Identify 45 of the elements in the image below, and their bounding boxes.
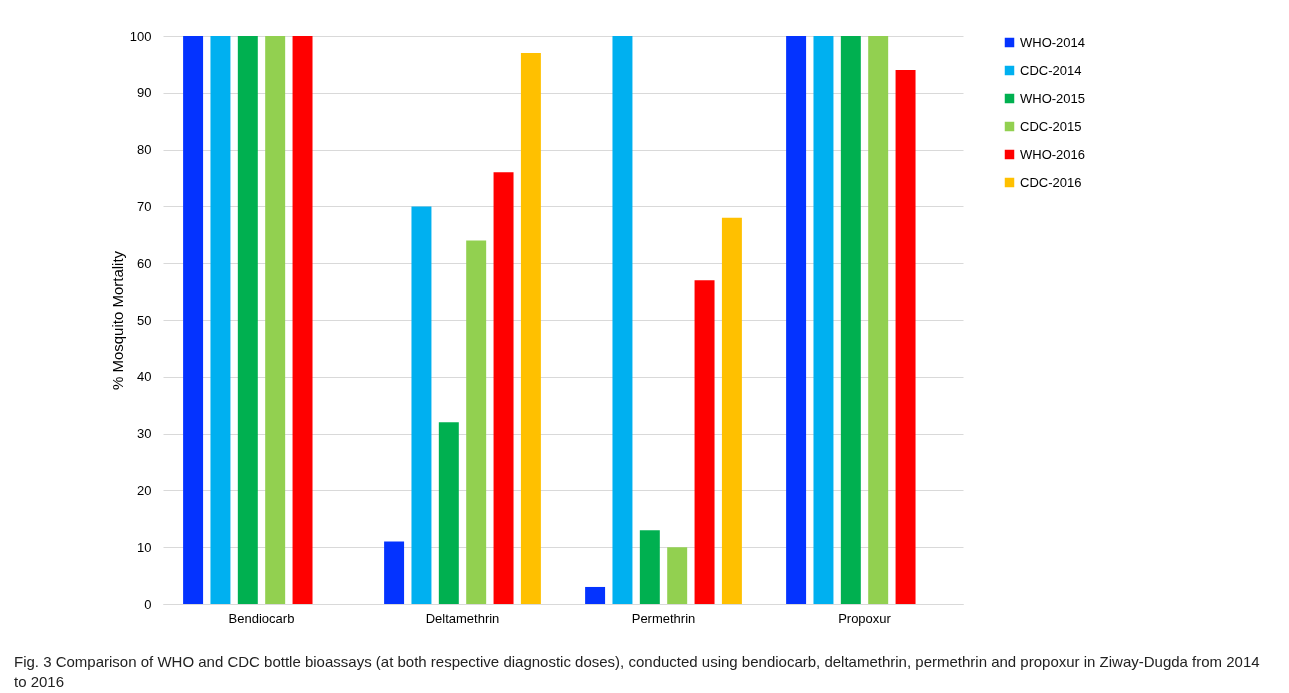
bar — [210, 36, 231, 604]
y-tick-label: 10 — [137, 539, 152, 555]
bar — [265, 36, 286, 604]
bar — [585, 586, 606, 604]
y-tick-label: 80 — [137, 142, 152, 158]
caption: Fig. 3 Comparison of WHO and CDC bottle bioassays (at both respective diagnostic doses), conducted using bendiocarb, deltamethrin, permethrin and propoxur in Ziway-Dugda from 2014 to 2016 — [14, 652, 1261, 692]
bar — [411, 206, 432, 604]
bar — [183, 36, 204, 604]
bar — [868, 36, 889, 604]
bar — [786, 36, 807, 604]
bar — [292, 36, 313, 604]
x-tick-label: Bendiocarb — [228, 610, 295, 626]
y-tick-label: 50 — [137, 312, 152, 328]
x-tick-label: Permethrin — [631, 610, 696, 626]
y-tick-label: 60 — [137, 255, 152, 271]
legend-label: CDC-2014 — [1020, 62, 1082, 78]
bar — [895, 70, 916, 604]
x-tick-label: Propoxur — [838, 610, 892, 626]
legend-label: CDC-2016 — [1020, 174, 1082, 190]
bar — [612, 36, 633, 604]
bar — [667, 547, 688, 604]
y-tick-label: 70 — [137, 198, 152, 214]
legend-label: WHO-2016 — [1020, 146, 1086, 162]
bar — [639, 530, 660, 604]
x-tick-label: Deltamethrin — [425, 610, 500, 626]
legend-label: WHO-2015 — [1020, 90, 1086, 106]
bar — [466, 240, 487, 604]
y-tick-label: 90 — [137, 85, 152, 101]
bar — [493, 172, 514, 604]
y-tick-label: 20 — [137, 482, 152, 498]
y-axis-title: % Mosquito Mortality — [108, 250, 126, 391]
legend-label: CDC-2015 — [1020, 118, 1082, 134]
y-tick-label: 40 — [137, 369, 152, 385]
bar — [813, 36, 834, 604]
legend-label: WHO-2014 — [1020, 34, 1086, 50]
bar — [438, 422, 459, 604]
bar — [721, 217, 742, 604]
y-tick-label: 30 — [137, 426, 152, 442]
bar — [384, 541, 405, 604]
bar — [694, 280, 715, 604]
y-tick-label: 0 — [144, 596, 152, 612]
y-tick-label: 100 — [129, 28, 152, 44]
bar — [520, 53, 541, 604]
bar — [840, 36, 861, 604]
bar — [237, 36, 258, 604]
